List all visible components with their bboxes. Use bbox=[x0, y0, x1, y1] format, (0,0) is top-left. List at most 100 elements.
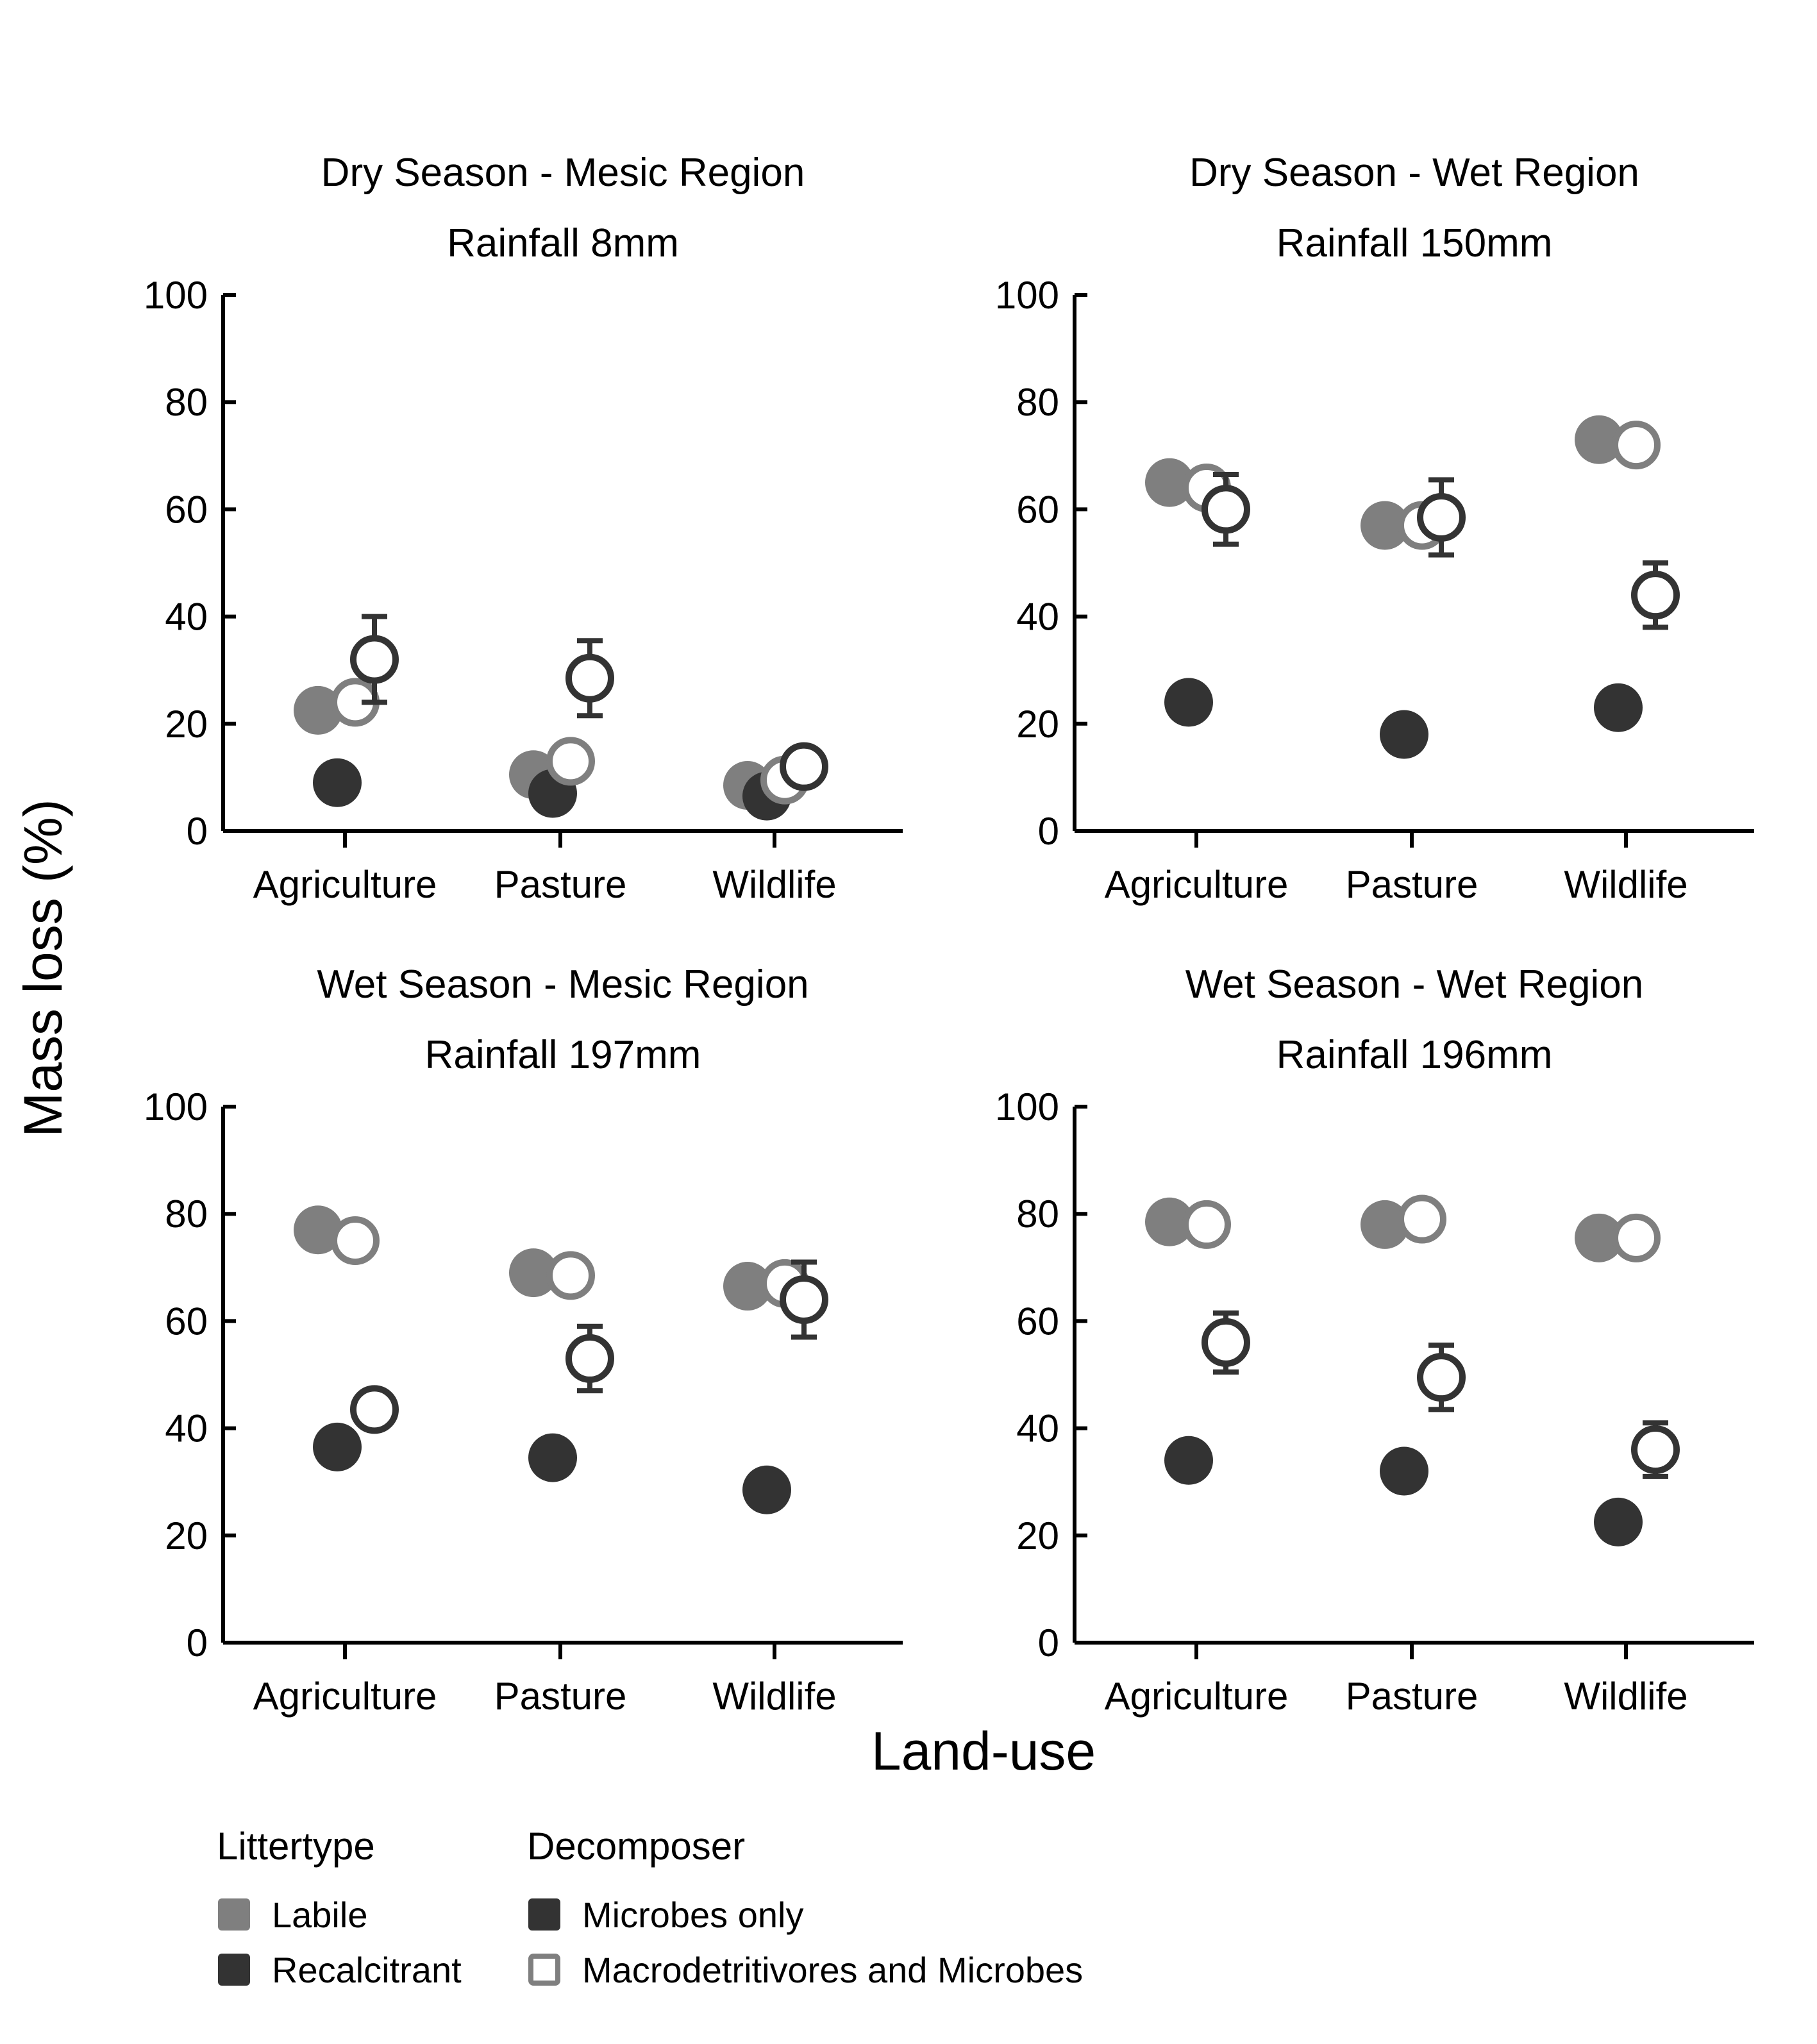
point-labile-macro bbox=[1182, 1200, 1231, 1249]
point-recalcitrant-microbes bbox=[1380, 1446, 1428, 1496]
point-recalcitrant-macro bbox=[1202, 1318, 1250, 1367]
y-tick-label: 80 bbox=[1016, 381, 1059, 424]
point-recalcitrant-macro bbox=[565, 653, 614, 703]
y-tick-label: 80 bbox=[1016, 1193, 1059, 1236]
point-labile-macro bbox=[546, 737, 595, 786]
panel-4: Wet Season - Wet Region Rainfall 196mm 0 20… bbox=[995, 962, 1754, 1718]
x-tick-label: Wildlife bbox=[712, 863, 836, 906]
x-tick-label: Agriculture bbox=[253, 863, 437, 906]
chart-panels: Dry Season - Mesic Region Rainfall 8mm 0 20… bbox=[144, 151, 1754, 1718]
legend-label-labile: Labile bbox=[272, 1895, 367, 1935]
point-labile-microbes bbox=[723, 1262, 772, 1311]
point-recalcitrant-macro bbox=[565, 1334, 614, 1383]
point-recalcitrant-microbes bbox=[1594, 1497, 1643, 1546]
y-tick-label: 0 bbox=[1038, 810, 1059, 853]
x-tick-label: Agriculture bbox=[1105, 863, 1289, 906]
x-tick-label: Pasture bbox=[494, 1675, 627, 1718]
y-tick-label: 80 bbox=[165, 1193, 208, 1236]
x-axis-label: Land-use bbox=[871, 1721, 1096, 1781]
legend-key-recalcitrant bbox=[218, 1954, 250, 1986]
point-recalcitrant-microbes bbox=[742, 1465, 791, 1514]
x-tick-label: Wildlife bbox=[1564, 1675, 1687, 1718]
y-tick-label: 0 bbox=[187, 810, 208, 853]
panel-title: Dry Season - Mesic Region bbox=[321, 151, 805, 195]
x-tick-label: Wildlife bbox=[712, 1675, 836, 1718]
point-labile-microbes bbox=[1361, 1200, 1409, 1249]
point-labile-microbes bbox=[294, 685, 342, 735]
y-tick-label: 100 bbox=[144, 1085, 208, 1128]
y-tick-label: 60 bbox=[165, 488, 208, 531]
panel-subtitle: Rainfall 196mm bbox=[1277, 1033, 1553, 1077]
point-labile-microbes bbox=[1575, 415, 1623, 464]
panel-title: Dry Season - Wet Region bbox=[1189, 151, 1639, 195]
y-tick-label: 60 bbox=[165, 1300, 208, 1343]
legend-label-microbes-only: Microbes only bbox=[582, 1895, 803, 1935]
point-recalcitrant-microbes bbox=[1380, 710, 1428, 759]
legend-decomposer-title: Decomposer bbox=[527, 1825, 745, 1868]
legend-key-labile bbox=[218, 1898, 250, 1931]
point-labile-microbes bbox=[509, 1248, 558, 1298]
y-tick-label: 80 bbox=[165, 381, 208, 424]
panel-3: Wet Season - Mesic Region Rainfall 197mm 0… bbox=[144, 962, 903, 1718]
y-tick-label: 20 bbox=[165, 1514, 208, 1557]
x-tick-label: Pasture bbox=[494, 863, 627, 906]
point-recalcitrant-macro bbox=[1417, 492, 1466, 542]
y-tick-label: 100 bbox=[144, 274, 208, 317]
y-tick-label: 60 bbox=[1016, 1300, 1059, 1343]
point-labile-macro bbox=[1612, 1213, 1661, 1262]
y-tick-label: 60 bbox=[1016, 488, 1059, 531]
point-labile-microbes bbox=[1575, 1213, 1623, 1262]
panel-subtitle: Rainfall 8mm bbox=[447, 221, 679, 265]
point-labile-macro bbox=[1612, 421, 1661, 470]
y-axis-label: Mass loss (%) bbox=[13, 799, 73, 1137]
point-recalcitrant-microbes bbox=[313, 1422, 362, 1471]
legend-label-recalcitrant: Recalcitrant bbox=[272, 1950, 462, 1990]
point-recalcitrant-macro bbox=[350, 635, 399, 684]
y-tick-label: 20 bbox=[165, 703, 208, 746]
point-labile-macro bbox=[546, 1251, 595, 1300]
legend-key-macrodetritivores bbox=[528, 1954, 560, 1986]
point-recalcitrant-macro bbox=[1631, 571, 1680, 620]
point-recalcitrant-macro bbox=[350, 1385, 399, 1434]
y-tick-label: 40 bbox=[1016, 1407, 1059, 1450]
point-labile-macro bbox=[331, 1216, 380, 1265]
panel-subtitle: Rainfall 197mm bbox=[425, 1033, 701, 1077]
point-recalcitrant-macro bbox=[1202, 485, 1250, 534]
panel-title: Wet Season - Mesic Region bbox=[317, 962, 808, 1007]
legend: Littertype Decomposer Labile Recalcitran… bbox=[217, 1825, 1083, 1990]
y-tick-label: 20 bbox=[1016, 703, 1059, 746]
x-tick-label: Pasture bbox=[1346, 863, 1478, 906]
point-recalcitrant-microbes bbox=[528, 1433, 577, 1482]
y-tick-label: 20 bbox=[1016, 1514, 1059, 1557]
y-tick-label: 0 bbox=[187, 1621, 208, 1664]
y-tick-label: 0 bbox=[1038, 1621, 1059, 1664]
point-labile-microbes bbox=[1145, 1197, 1194, 1246]
x-tick-label: Wildlife bbox=[1564, 863, 1687, 906]
point-labile-microbes bbox=[1145, 458, 1194, 507]
y-tick-label: 100 bbox=[995, 274, 1059, 317]
point-recalcitrant-macro bbox=[780, 1275, 828, 1324]
point-recalcitrant-microbes bbox=[1164, 1436, 1213, 1485]
point-labile-microbes bbox=[294, 1205, 342, 1255]
point-labile-macro bbox=[1398, 1194, 1446, 1244]
y-tick-label: 40 bbox=[1016, 596, 1059, 639]
y-tick-label: 100 bbox=[995, 1085, 1059, 1128]
x-tick-label: Agriculture bbox=[253, 1675, 437, 1718]
panel-1: Dry Season - Mesic Region Rainfall 8mm 0 20… bbox=[144, 151, 903, 906]
x-tick-label: Agriculture bbox=[1105, 1675, 1289, 1718]
legend-littertype-title: Littertype bbox=[217, 1825, 375, 1868]
x-tick-label: Pasture bbox=[1346, 1675, 1478, 1718]
point-labile-microbes bbox=[1361, 501, 1409, 550]
panel-subtitle: Rainfall 150mm bbox=[1277, 221, 1553, 265]
panel-2: Dry Season - Wet Region Rainfall 150mm 0 20… bbox=[995, 151, 1754, 906]
panel-title: Wet Season - Wet Region bbox=[1185, 962, 1644, 1007]
point-recalcitrant-microbes bbox=[1594, 683, 1643, 732]
point-recalcitrant-microbes bbox=[313, 758, 362, 807]
legend-key-microbes-only bbox=[528, 1898, 560, 1931]
point-recalcitrant-macro bbox=[1631, 1425, 1680, 1475]
y-tick-label: 40 bbox=[165, 596, 208, 639]
legend-label-macrodetritivores: Macrodetritivores and Microbes bbox=[582, 1950, 1083, 1990]
point-recalcitrant-macro bbox=[1417, 1353, 1466, 1402]
y-tick-label: 40 bbox=[165, 1407, 208, 1450]
